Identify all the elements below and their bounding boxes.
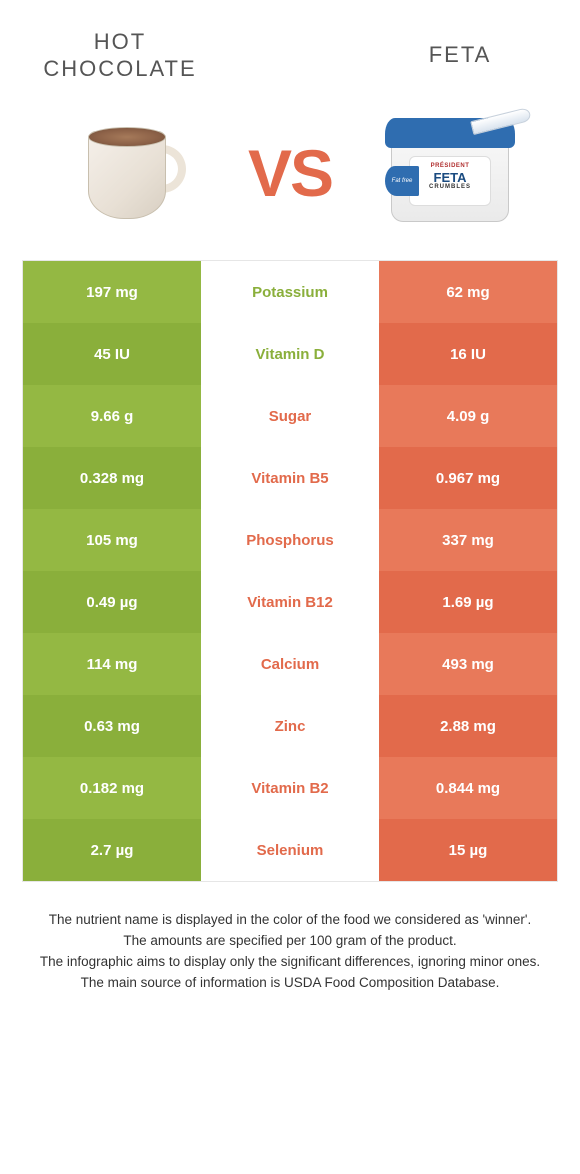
left-value: 0.182 mg [23, 757, 201, 819]
nutrient-label: Phosphorus [201, 509, 379, 571]
right-food-image: PRÉSIDENT FETA CRUMBLES Fat free [350, 108, 550, 238]
tub-main-text: FETA [434, 170, 467, 185]
hot-chocolate-mug-icon [70, 113, 190, 233]
table-row: 197 mgPotassium62 mg [23, 261, 557, 323]
left-value: 0.328 mg [23, 447, 201, 509]
left-food-image [30, 113, 230, 233]
right-value: 16 IU [379, 323, 557, 385]
left-value: 0.49 µg [23, 571, 201, 633]
table-row: 45 IUVitamin D16 IU [23, 323, 557, 385]
footnote-line: The amounts are specified per 100 gram o… [36, 931, 544, 952]
table-row: 114 mgCalcium493 mg [23, 633, 557, 695]
nutrient-label: Vitamin D [201, 323, 379, 385]
right-value: 62 mg [379, 261, 557, 323]
images-row: VS PRÉSIDENT FETA CRUMBLES Fat free [0, 90, 580, 256]
table-row: 9.66 gSugar4.09 g [23, 385, 557, 447]
right-food-title: FETA [340, 20, 580, 90]
tub-sub-text: CRUMBLES [410, 184, 490, 190]
right-value: 0.844 mg [379, 757, 557, 819]
right-value: 15 µg [379, 819, 557, 881]
nutrient-label: Vitamin B12 [201, 571, 379, 633]
right-value: 4.09 g [379, 385, 557, 447]
right-value: 493 mg [379, 633, 557, 695]
nutrient-label: Potassium [201, 261, 379, 323]
tub-ribbon: Fat free [385, 166, 419, 196]
nutrient-label: Vitamin B5 [201, 447, 379, 509]
tub-brand: PRÉSIDENT [410, 163, 490, 169]
left-food-title: HOTCHOCOLATE [0, 20, 240, 90]
footnote-line: The infographic aims to display only the… [36, 952, 544, 973]
right-value: 337 mg [379, 509, 557, 571]
left-value: 9.66 g [23, 385, 201, 447]
table-row: 0.328 mgVitamin B50.967 mg [23, 447, 557, 509]
nutrient-label: Zinc [201, 695, 379, 757]
nutrient-label: Selenium [201, 819, 379, 881]
footnote-line: The nutrient name is displayed in the co… [36, 910, 544, 931]
footnote-line: The main source of information is USDA F… [36, 973, 544, 994]
left-value: 114 mg [23, 633, 201, 695]
nutrition-table: 197 mgPotassium62 mg45 IUVitamin D16 IU9… [22, 260, 558, 882]
right-value: 1.69 µg [379, 571, 557, 633]
footnote: The nutrient name is displayed in the co… [36, 910, 544, 994]
table-row: 2.7 µgSelenium15 µg [23, 819, 557, 881]
nutrient-label: Vitamin B2 [201, 757, 379, 819]
table-row: 0.49 µgVitamin B121.69 µg [23, 571, 557, 633]
nutrient-label: Calcium [201, 633, 379, 695]
table-row: 0.63 mgZinc2.88 mg [23, 695, 557, 757]
header: HOTCHOCOLATE FETA [0, 0, 580, 90]
left-value: 197 mg [23, 261, 201, 323]
right-value: 2.88 mg [379, 695, 557, 757]
vs-label: VS [230, 135, 350, 211]
feta-tub-icon: PRÉSIDENT FETA CRUMBLES Fat free [375, 108, 525, 238]
left-value: 0.63 mg [23, 695, 201, 757]
left-value: 105 mg [23, 509, 201, 571]
left-value: 45 IU [23, 323, 201, 385]
table-row: 105 mgPhosphorus337 mg [23, 509, 557, 571]
left-value: 2.7 µg [23, 819, 201, 881]
table-row: 0.182 mgVitamin B20.844 mg [23, 757, 557, 819]
right-value: 0.967 mg [379, 447, 557, 509]
nutrient-label: Sugar [201, 385, 379, 447]
